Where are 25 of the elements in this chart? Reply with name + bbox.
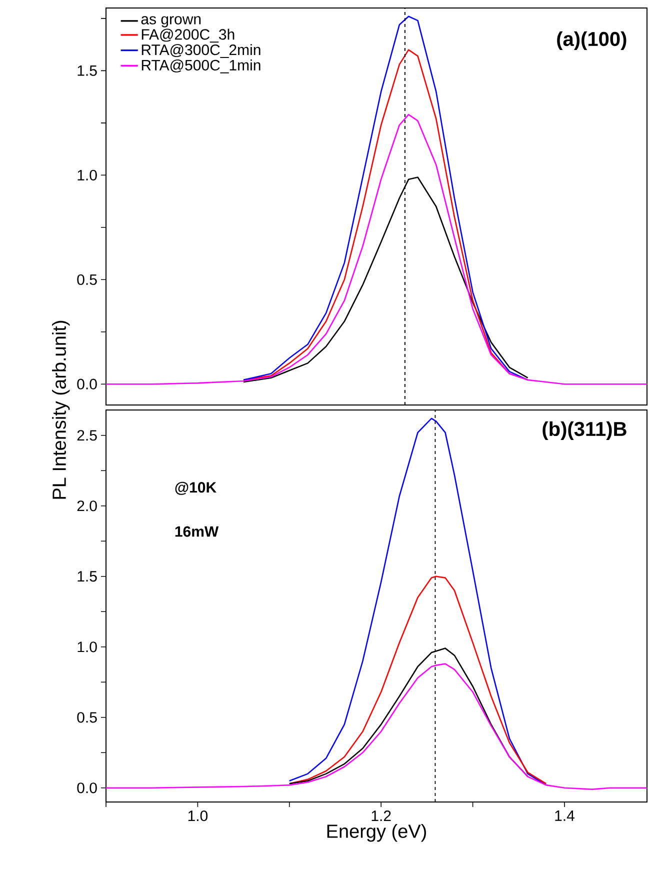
y-tick-label: 2.5 — [77, 430, 97, 441]
y-tick-label: 0.0 — [77, 378, 97, 390]
y-tick-label: 1.5 — [78, 571, 97, 582]
y-tick-label: 0.5 — [77, 274, 97, 285]
y-tick-label: 0.0 — [77, 782, 97, 794]
annotation: (a)(100) — [557, 31, 626, 50]
x-axis-title: Energy (eV) — [327, 824, 426, 842]
y-tick-label: 2.0 — [77, 500, 97, 512]
x-tick-label: 1.4 — [555, 810, 574, 821]
legend-label: as grown — [141, 16, 201, 28]
x-tick-label: 1.2 — [372, 810, 391, 822]
annotation: 16mW — [175, 526, 219, 537]
legend-label: RTA@300C_2min — [142, 44, 260, 58]
annotation: (b)(311)B — [542, 421, 626, 440]
y-tick-label: 1.0 — [78, 642, 97, 652]
y-tick-label: 0.5 — [77, 712, 97, 723]
x-tick-label: 1.0 — [188, 810, 208, 822]
annotation: @10K — [175, 482, 216, 495]
y-tick-label: 1.0 — [78, 170, 97, 180]
legend-label: RTA@500C_1min — [142, 59, 260, 74]
line-series — [288, 576, 547, 784]
y-axis-title: PL Intensity (arb.unit) — [52, 320, 70, 499]
legend-label: FA@200C_3h — [142, 28, 234, 43]
y-tick-label: 1.5 — [78, 65, 97, 76]
line-series — [106, 663, 647, 790]
